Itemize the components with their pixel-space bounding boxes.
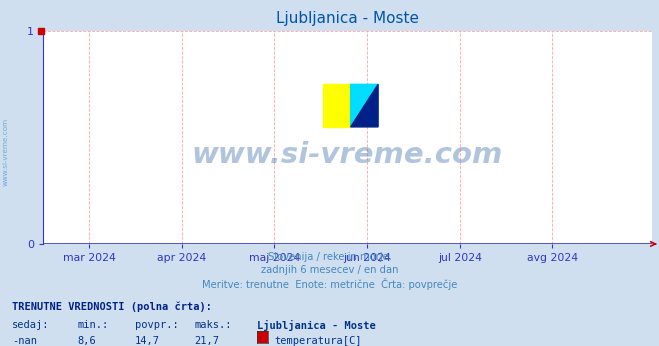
Text: 8,6: 8,6 [78,336,96,346]
Text: 14,7: 14,7 [135,336,160,346]
Text: sedaj:: sedaj: [12,320,49,330]
Text: zadnjih 6 mesecev / en dan: zadnjih 6 mesecev / en dan [261,265,398,275]
Text: 21,7: 21,7 [194,336,219,346]
Text: temperatura[C]: temperatura[C] [274,336,362,346]
Text: Meritve: trenutne  Enote: metrične  Črta: povprečje: Meritve: trenutne Enote: metrične Črta: … [202,278,457,290]
Title: Ljubljanica - Moste: Ljubljanica - Moste [276,11,419,26]
Text: maks.:: maks.: [194,320,232,330]
Text: www.si-vreme.com: www.si-vreme.com [192,140,503,169]
Text: -nan: -nan [12,336,37,346]
Text: Slovenija / reke in morje.: Slovenija / reke in morje. [268,252,391,262]
Text: Ljubljanica - Moste: Ljubljanica - Moste [257,320,376,331]
Polygon shape [351,84,378,127]
Text: povpr.:: povpr.: [135,320,179,330]
Text: TRENUTNE VREDNOSTI (polna črta):: TRENUTNE VREDNOSTI (polna črta): [12,302,212,312]
Polygon shape [351,84,378,127]
Text: min.:: min.: [78,320,109,330]
Bar [323,84,351,127]
Text: www.si-vreme.com: www.si-vreme.com [2,118,9,186]
